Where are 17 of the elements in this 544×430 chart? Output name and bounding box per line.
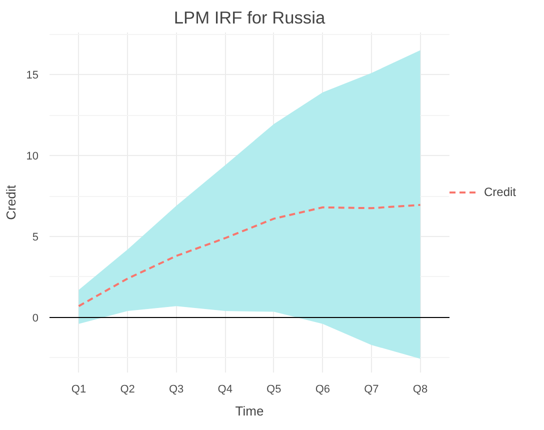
y-tick-label: 0 — [32, 312, 39, 324]
y-tick-label: 10 — [26, 150, 39, 163]
y-tick-label: 5 — [32, 232, 39, 244]
y-tick-label: 15 — [26, 70, 39, 82]
x-tick-label: Q5 — [266, 384, 282, 396]
x-tick-label: Q2 — [120, 384, 135, 396]
x-tick-label: Q7 — [364, 384, 379, 396]
x-tick-label: Q6 — [315, 384, 330, 396]
x-tick-label: Q1 — [71, 384, 86, 396]
chart-title: LPM IRF for Russia — [174, 8, 326, 28]
x-tick-label: Q3 — [168, 384, 184, 396]
x-tick-label: Q4 — [218, 384, 232, 396]
y-axis-title: Credit — [3, 184, 18, 220]
x-tick-label: Q8 — [412, 384, 428, 396]
line-series — [78, 204, 422, 308]
x-axis-title: Time — [235, 404, 264, 418]
legend-label: Credit — [484, 185, 516, 199]
